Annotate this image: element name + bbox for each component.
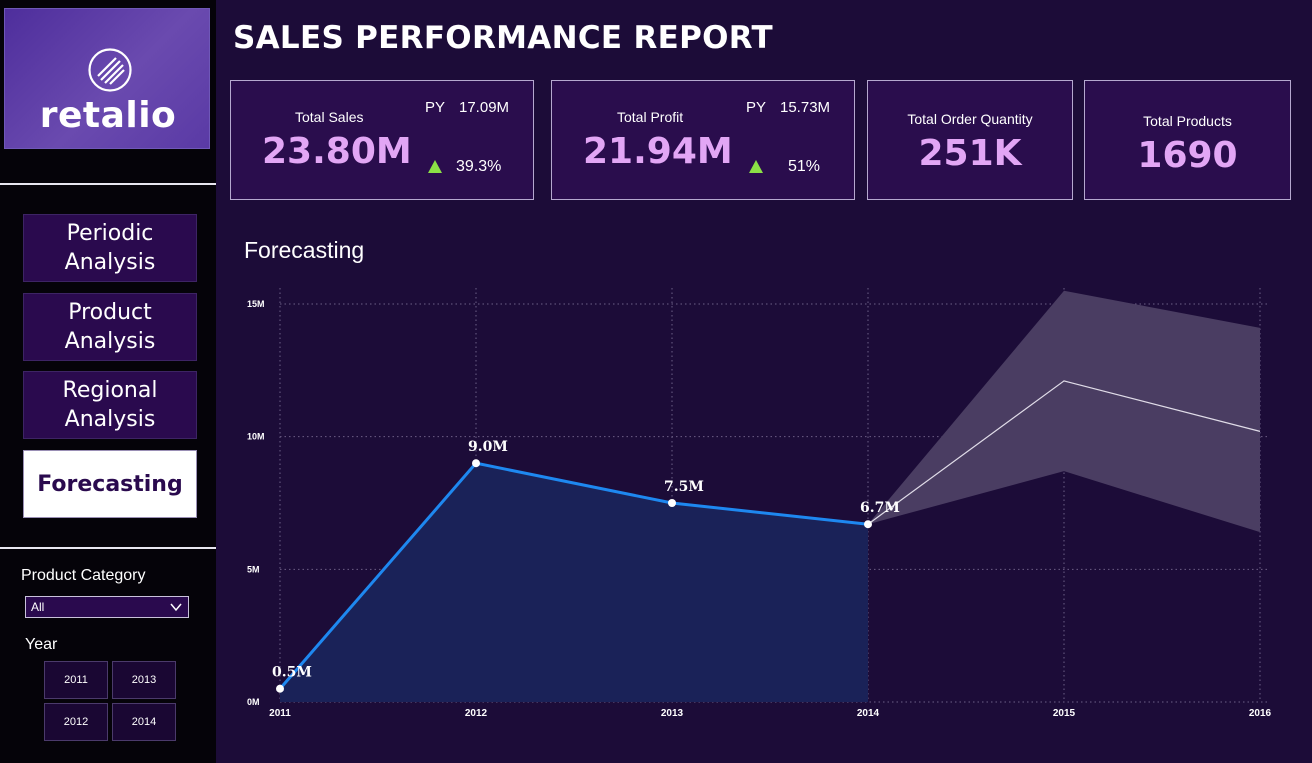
kpi-card-total-order-quantity: Total Order Quantity 251K	[867, 80, 1073, 200]
kpi-change: 51%	[788, 158, 821, 175]
kpi-py-label: PY	[746, 99, 767, 116]
x-tick-label: 2012	[465, 708, 488, 719]
forecast-confidence-band	[868, 290, 1260, 533]
data-point	[668, 499, 676, 507]
kpi-label: Total Products	[1143, 113, 1232, 129]
kpi-py-value: 15.73M	[780, 99, 831, 116]
actual-line	[278, 461, 869, 690]
kpi-card-total-sales: Total Sales 23.80M PY 17.09M 39.3%	[230, 80, 534, 200]
chart-title: Forecasting	[244, 237, 365, 263]
x-tick-label: 2016	[1249, 708, 1272, 719]
year-button-2013[interactable]: 2013	[112, 661, 176, 699]
data-label: 0.5M	[272, 665, 312, 681]
kpi-label: Total Order Quantity	[907, 111, 1033, 127]
striped-circle-icon	[88, 48, 132, 92]
year-button-2011[interactable]: 2011	[44, 661, 108, 699]
kpi-value: 23.80M	[262, 131, 412, 172]
x-tick-label: 2014	[857, 708, 880, 719]
y-tick-label: 15M	[247, 299, 265, 309]
data-label: 7.5M	[664, 479, 704, 495]
kpi-value: 1690	[1137, 135, 1238, 176]
data-point	[276, 684, 284, 693]
data-label: 9.0M	[468, 439, 508, 455]
year-button-2012[interactable]: 2012	[44, 703, 108, 741]
y-tick-label: 10M	[247, 432, 265, 442]
kpi-py-value: 17.09M	[459, 99, 510, 116]
x-tick-label: 2011	[269, 708, 291, 719]
up-arrow-icon	[749, 160, 763, 173]
nav-periodic-analysis[interactable]: Periodic Analysis	[23, 214, 197, 282]
kpi-change: 39.3%	[456, 158, 502, 175]
kpi-value: 251K	[918, 133, 1022, 174]
data-point	[864, 520, 872, 529]
y-tick-label: 5M	[247, 564, 260, 574]
year-button-2014[interactable]: 2014	[112, 703, 176, 741]
data-label: 6.7M	[860, 500, 900, 516]
x-tick-label: 2013	[661, 708, 684, 719]
product-category-value: All	[31, 600, 45, 614]
chevron-down-icon	[170, 603, 182, 612]
up-arrow-icon	[428, 160, 442, 173]
product-category-label: Product Category	[21, 567, 146, 584]
forecast-line	[867, 380, 1261, 525]
actual-area	[280, 463, 868, 702]
y-tick-label: 0M	[247, 697, 260, 707]
sidebar: retalio Periodic Analysis Product Analys…	[0, 0, 216, 763]
page-title: SALES PERFORMANCE REPORT	[233, 20, 773, 56]
data-point	[472, 459, 480, 468]
kpi-value: 21.94M	[583, 131, 733, 172]
kpi-card-total-products: Total Products 1690	[1084, 80, 1291, 200]
sidebar-divider-bottom	[0, 547, 216, 549]
brand-logo: retalio	[4, 8, 210, 149]
product-category-dropdown[interactable]: All	[25, 596, 189, 618]
brand-name: retalio	[39, 95, 177, 136]
nav-forecasting[interactable]: Forecasting	[23, 450, 197, 518]
nav-regional-analysis[interactable]: Regional Analysis	[23, 371, 197, 439]
kpi-label: Total Profit	[617, 109, 684, 125]
x-tick-label: 2015	[1053, 708, 1076, 719]
forecast-chart: 0.5M 9.0M 7.5M 6.7M 0M 5M 10M 15M 2011 2012 2013 20…	[247, 288, 1272, 719]
kpi-py-label: PY	[425, 99, 446, 116]
kpi-label: Total Sales	[295, 109, 364, 125]
nav-product-analysis[interactable]: Product Analysis	[23, 293, 197, 361]
year-label: Year	[25, 636, 58, 653]
sidebar-divider-top	[0, 183, 216, 185]
kpi-card-total-profit: Total Profit 21.94M PY 15.73M 51%	[551, 80, 855, 200]
